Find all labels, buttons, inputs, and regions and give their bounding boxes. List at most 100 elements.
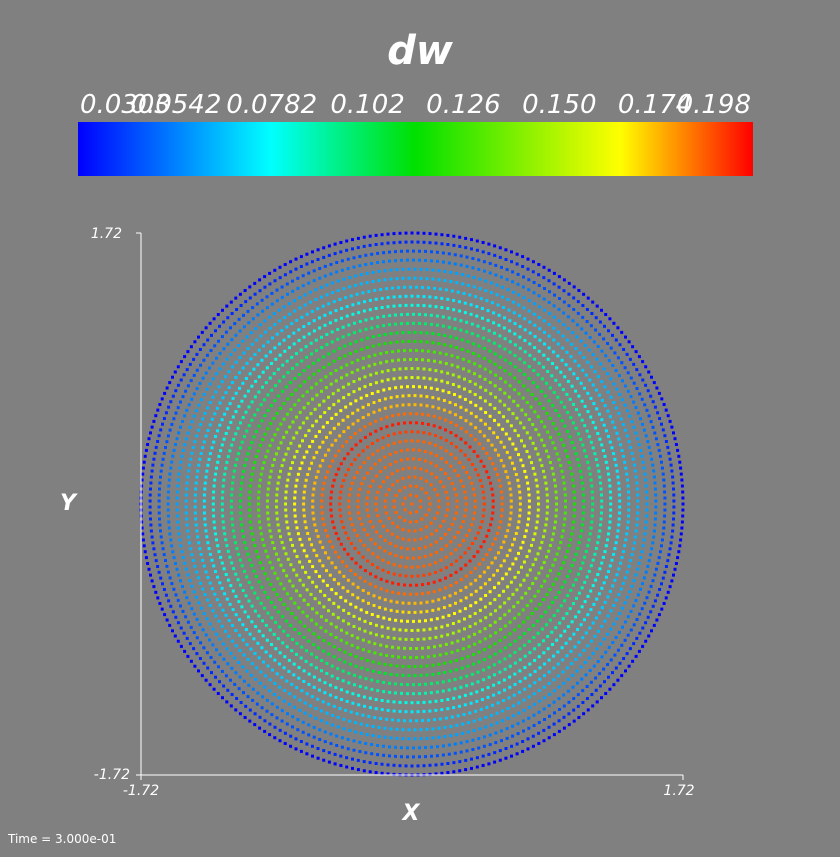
data-point — [472, 450, 476, 453]
data-point — [317, 601, 321, 605]
data-point — [681, 508, 685, 512]
data-point — [560, 585, 564, 589]
data-point — [478, 287, 482, 291]
data-point — [422, 304, 426, 308]
data-point — [424, 385, 427, 389]
data-point — [542, 297, 546, 301]
data-point — [315, 349, 318, 353]
data-point — [559, 604, 563, 608]
data-point — [508, 361, 512, 365]
data-point — [583, 555, 587, 559]
data-point — [280, 709, 284, 713]
data-point — [289, 270, 293, 274]
data-point — [619, 587, 623, 591]
data-point — [250, 342, 254, 346]
data-point — [141, 538, 145, 542]
data-point — [601, 449, 605, 453]
data-point — [332, 526, 336, 530]
data-point — [168, 381, 172, 385]
data-point — [278, 625, 282, 629]
data-point — [486, 309, 490, 313]
data-point — [570, 620, 574, 624]
data-point — [386, 475, 389, 479]
data-point — [406, 258, 409, 262]
data-point — [318, 728, 322, 732]
data-point — [273, 736, 277, 740]
data-point — [379, 288, 383, 291]
data-point — [557, 275, 561, 279]
data-point — [380, 296, 384, 300]
data-point — [503, 391, 507, 395]
data-point — [199, 581, 203, 585]
data-point — [412, 547, 415, 551]
data-point — [481, 250, 485, 254]
data-point — [447, 614, 451, 617]
data-point — [478, 717, 482, 721]
data-point — [451, 631, 455, 635]
data-point — [379, 717, 383, 720]
data-point — [148, 511, 152, 515]
data-point — [423, 450, 427, 453]
data-point — [358, 517, 362, 521]
data-point — [337, 555, 341, 559]
data-point — [488, 645, 492, 649]
data-point — [252, 637, 256, 641]
data-point — [483, 637, 487, 641]
data-point — [632, 381, 636, 385]
data-point — [373, 542, 377, 546]
data-point — [546, 505, 549, 509]
data-point — [429, 521, 433, 525]
data-point — [332, 655, 336, 659]
data-point — [169, 400, 173, 404]
data-point — [552, 678, 556, 682]
data-point — [496, 569, 499, 573]
data-point — [431, 736, 435, 740]
data-point — [424, 691, 427, 695]
data-point — [608, 317, 612, 321]
data-point — [444, 532, 447, 536]
data-point — [237, 317, 241, 321]
data-point — [478, 562, 481, 566]
data-point — [463, 311, 467, 315]
data-point — [353, 572, 357, 576]
data-point — [372, 604, 376, 607]
data-point — [406, 547, 409, 551]
data-point — [612, 401, 616, 404]
data-point — [218, 653, 222, 657]
data-point — [676, 448, 680, 452]
data-point — [492, 683, 496, 687]
data-point — [190, 607, 194, 611]
data-point — [332, 645, 336, 649]
data-point — [277, 446, 281, 450]
data-point — [362, 309, 366, 313]
data-point — [392, 304, 396, 308]
data-point — [329, 372, 333, 376]
data-point — [627, 490, 630, 494]
data-point — [485, 553, 489, 557]
data-point — [401, 331, 405, 335]
data-point — [297, 338, 301, 342]
data-point — [268, 315, 272, 319]
data-point — [234, 432, 238, 436]
data-point — [161, 547, 165, 551]
data-point — [208, 321, 212, 325]
data-point — [213, 660, 217, 664]
data-point — [413, 610, 417, 614]
data-point — [316, 756, 320, 760]
data-point — [473, 362, 477, 366]
data-point — [293, 299, 297, 303]
data-point — [442, 596, 446, 600]
data-point — [649, 451, 653, 455]
data-point — [187, 403, 191, 407]
data-point — [377, 735, 381, 739]
data-point — [431, 599, 435, 603]
data-point — [449, 584, 453, 587]
data-point — [429, 618, 433, 622]
data-point — [314, 382, 318, 386]
data-point — [461, 520, 465, 524]
data-point — [312, 329, 316, 333]
data-point — [407, 538, 411, 542]
data-point — [467, 359, 471, 363]
